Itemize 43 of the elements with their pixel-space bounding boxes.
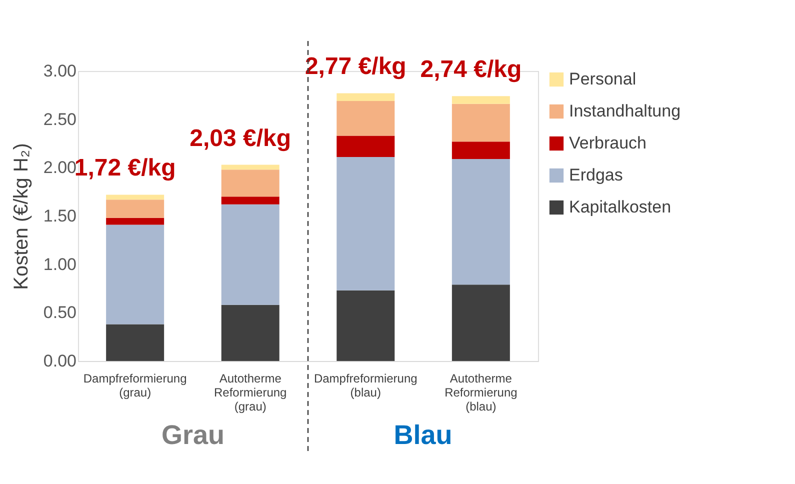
y-tick-label: 1.00 [43, 254, 76, 274]
bar [221, 304, 280, 361]
bar [336, 93, 395, 101]
total-label: 1,72 €/kg [74, 154, 176, 182]
bar [221, 196, 280, 204]
bar [106, 218, 164, 225]
bar [336, 157, 395, 290]
bar [336, 290, 395, 361]
bar [336, 100, 395, 136]
bar [221, 164, 280, 170]
y-tick-label: 0.00 [43, 352, 76, 370]
bar [221, 170, 280, 197]
legend-label: Kapitalkosten [569, 198, 672, 216]
text: Blau [394, 420, 452, 450]
x-tick-label: Autotherme Reformierung (grau) [214, 372, 287, 414]
bar [106, 324, 164, 361]
bar [452, 284, 510, 361]
y-tick-label: 2.50 [43, 110, 76, 129]
bar [221, 204, 280, 305]
legend-label: Verbrauch [569, 134, 646, 152]
total-label: 2,74 €/kg [420, 56, 522, 84]
y-tick-label: 3.00 [43, 62, 76, 80]
bar [452, 142, 510, 159]
x-tick-label: Dampfreformierung (grau) [83, 372, 187, 400]
bar [452, 96, 510, 104]
total-label: 2,03 €/kg [190, 124, 292, 152]
x-tick-label: Dampfreformierung (blau) [314, 372, 418, 400]
x-tick-label: Autotherme Reformierung (blau) [444, 372, 518, 414]
bar [336, 136, 395, 158]
y-tick-label: 0.50 [43, 303, 76, 322]
bar [106, 194, 164, 200]
bar [452, 158, 510, 285]
legend-label: Personal [569, 70, 636, 88]
bar [452, 104, 510, 142]
y-tick-label: 1.50 [43, 206, 76, 226]
bar [106, 200, 164, 218]
y-tick-label: 2.00 [43, 158, 76, 178]
bar [106, 224, 164, 324]
legend-label: Instandhaltung [569, 102, 681, 120]
total-label: 2,77 €/kg [304, 53, 406, 80]
legend-label: Erdgas [569, 166, 623, 184]
text: Grau [161, 420, 225, 450]
y-axis-title: Kosten (€/kg H₂) [10, 143, 32, 290]
